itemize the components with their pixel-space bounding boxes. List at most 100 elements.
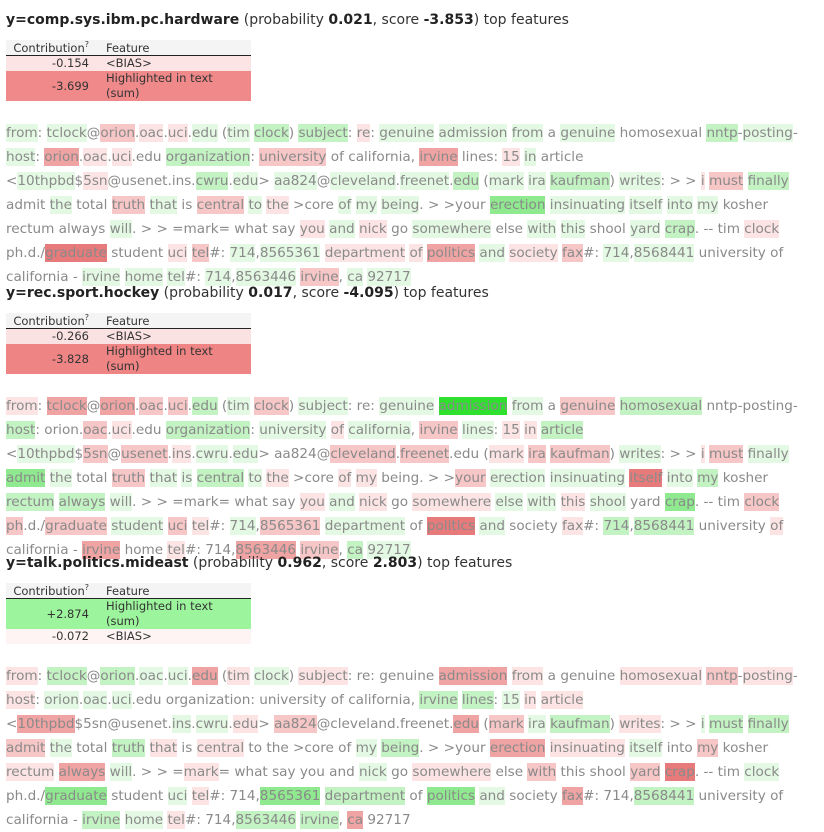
plain-text: ,: [255, 245, 260, 261]
plain-text: shool: [585, 221, 631, 237]
plain-text: ): [609, 173, 620, 189]
highlighted-token: lines: [461, 691, 494, 709]
plain-text: .: [78, 692, 84, 708]
highlighted-token: california: [348, 421, 411, 439]
highlighted-token: somewhere: [412, 763, 492, 781]
highlighted-token: 8563446: [235, 268, 297, 286]
plain-text: .edu (: [449, 446, 489, 462]
plain-text: [743, 446, 747, 462]
column-label: Contribution: [13, 583, 85, 598]
highlighted-token: organization: [165, 148, 251, 166]
highlighted-token: yard: [630, 220, 661, 238]
plain-text: a genuine: [543, 668, 620, 684]
plain-text: [192, 470, 196, 486]
section: y=rec.sport.hockey (probability 0.017, s…: [6, 283, 820, 562]
highlighted-token: clock: [744, 220, 780, 238]
highlighted-token: that: [149, 469, 178, 487]
highlighted-token: this: [560, 493, 586, 511]
plain-text: @cleveland.freenet.: [316, 716, 454, 732]
highlighted-token: that: [149, 196, 178, 214]
highlighted-token: genuine: [560, 397, 616, 415]
highlighted-token: irvine: [300, 541, 339, 559]
highlighted-token: the: [49, 739, 72, 757]
plain-text: ,: [338, 269, 348, 285]
highlighted-token: freenet: [400, 172, 450, 190]
highlighted-token: uci: [111, 691, 132, 709]
table-header: Contribution? Feature: [6, 583, 251, 599]
highlighted-token: society: [509, 244, 558, 262]
highlighted-token: that: [149, 739, 178, 757]
plain-text: kosher: [718, 740, 773, 756]
help-mark: ?: [84, 583, 89, 593]
column-label: Contribution: [13, 313, 85, 328]
plain-text: (: [217, 398, 228, 414]
plain-text: ,: [338, 812, 348, 828]
highlighted-token: cwru: [195, 445, 229, 463]
highlighted-token: tim: [227, 397, 250, 415]
plain-text: .edu organization: university of califor…: [131, 692, 420, 708]
plain-text: -: [737, 125, 743, 141]
highlighted-token: re: [356, 124, 371, 142]
highlighted-token: aa824: [274, 172, 317, 190]
column-header: Feature: [103, 313, 251, 329]
header-text: ) top features: [473, 12, 569, 28]
plain-text: .: [187, 398, 192, 414]
plain-text: [54, 764, 58, 780]
highlighted-token: politics: [426, 244, 476, 262]
plain-text: #:: [583, 245, 604, 261]
highlighted-token: erection: [489, 739, 546, 757]
highlighted-token: 8563446: [235, 541, 297, 559]
plain-text: : > >: [660, 173, 701, 189]
highlighted-token: and: [479, 517, 505, 535]
plain-text: :: [250, 149, 260, 165]
header-text: ) top features: [393, 285, 489, 301]
highlighted-token: my: [355, 739, 377, 757]
plain-text: . > > =mark= what say: [132, 494, 300, 510]
highlighted-token: ira: [528, 715, 546, 733]
highlighted-token: organization: [165, 421, 251, 439]
highlighted-token: 15: [502, 421, 520, 439]
highlighted-token: somewhere: [412, 493, 492, 511]
plain-text: [434, 125, 438, 141]
highlighted-token: of: [338, 196, 352, 214]
highlighted-token: to: [248, 196, 263, 214]
highlighted-token: truth: [111, 739, 146, 757]
table-header: Contribution? Feature: [6, 313, 251, 329]
highlighted-token: tel: [191, 244, 210, 262]
highlighted-token: tel: [191, 517, 210, 535]
highlighted-token: my: [355, 469, 377, 487]
highlighted-token: mark: [183, 763, 219, 781]
plain-text: .: [187, 668, 192, 684]
plain-text: society: [504, 788, 562, 804]
plain-text: = what say you and: [218, 764, 360, 780]
plain-text: #:: [583, 518, 604, 534]
plain-text: : re: genuine: [347, 668, 439, 684]
header-text: (probability: [159, 285, 249, 301]
feature-table: Contribution? Feature -0.154 <BIAS> -3.699 Hi…: [6, 40, 251, 101]
highlighted-token: my: [355, 196, 377, 214]
plain-text: [54, 494, 58, 510]
highlighted-token: fax: [562, 244, 584, 262]
table-row: -3.699 Highlighted in text (sum): [6, 71, 251, 101]
highlighted-token: the: [49, 196, 72, 214]
highlighted-token: 8568441: [633, 244, 695, 262]
highlighted-token: cleveland: [330, 445, 396, 463]
section: y=talk.politics.mideast (probability 0.9…: [6, 553, 820, 832]
highlighted-token: of: [330, 421, 344, 439]
document-text: from: tclock@orion.oac.uci.edu (tim cloc…: [6, 664, 820, 832]
plain-text: ): [288, 125, 299, 141]
plain-text: [120, 812, 124, 828]
table-row: -0.266 <BIAS>: [6, 328, 251, 344]
highlighted-token: writes: [619, 172, 661, 190]
highlighted-token: orion: [100, 667, 136, 685]
header-value: 0.017: [248, 285, 293, 301]
plain-text: yard: [625, 494, 665, 510]
highlighted-token: host: [6, 421, 36, 439]
plain-text: $: [74, 173, 84, 189]
highlighted-token: admit: [6, 739, 46, 757]
plain-text: >: [258, 716, 275, 732]
highlighted-token: edu: [192, 124, 218, 142]
highlighted-token: nntp: [706, 124, 738, 142]
contribution: -0.154: [51, 56, 89, 70]
highlighted-token: ira: [528, 172, 546, 190]
